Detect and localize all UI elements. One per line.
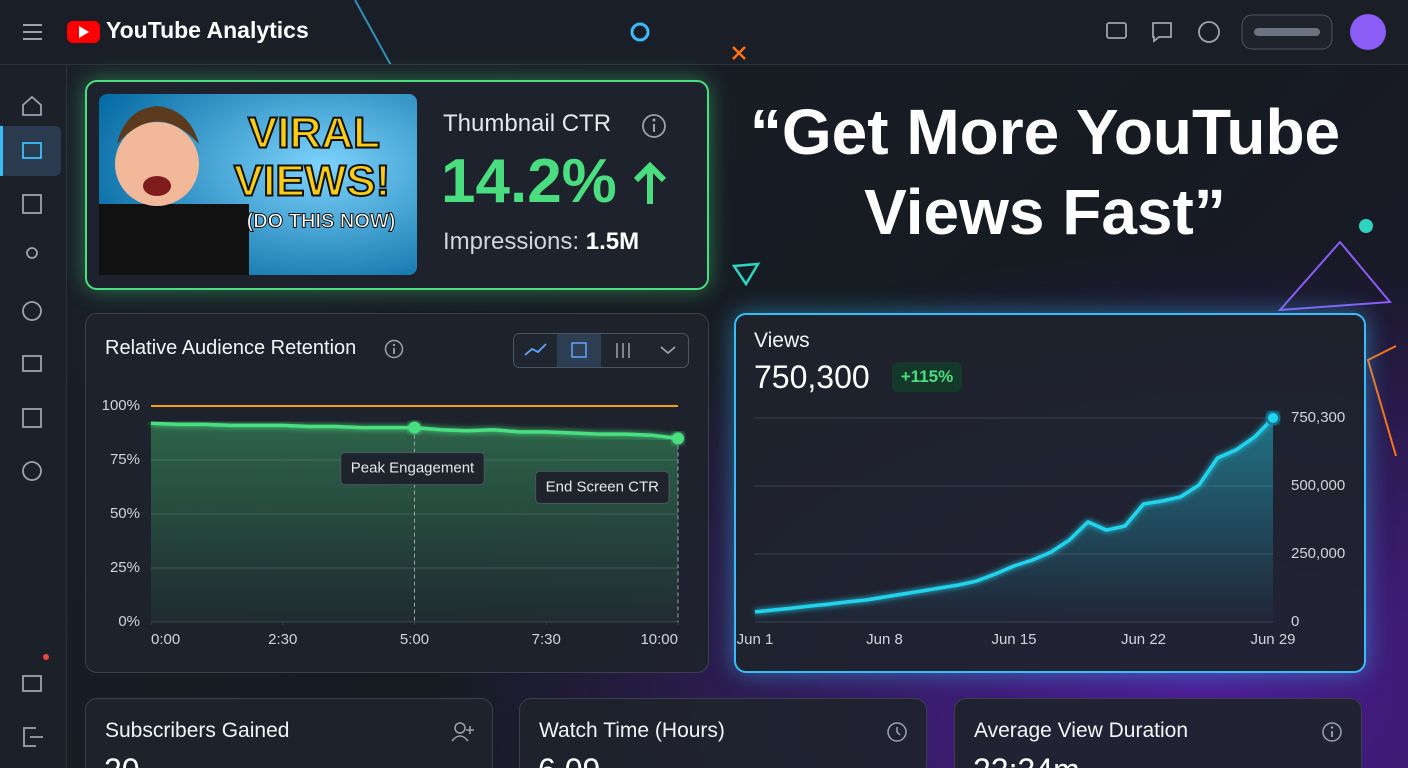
headline-line: “Get More YouTube	[749, 96, 1341, 168]
stat-title: Subscribers Gained	[105, 719, 290, 742]
toggle-bar[interactable]	[557, 334, 601, 367]
nav-reports[interactable]	[22, 408, 42, 428]
headline: “Get More YouTube Views Fast”	[720, 92, 1370, 252]
views-total: 750,300	[754, 359, 870, 395]
nav-exit[interactable]	[23, 727, 43, 747]
sidebar-icons	[0, 95, 61, 747]
report-button[interactable]	[1152, 22, 1172, 43]
add-user-icon[interactable]	[450, 720, 476, 744]
decorations	[731, 219, 1397, 457]
stat-card	[85, 698, 493, 768]
ctr-value: 14.2%	[441, 147, 617, 216]
thumbnail-text: VIRAL	[248, 109, 380, 158]
info-icon[interactable]	[640, 112, 668, 140]
impressions: Impressions: 1.5M	[443, 228, 639, 256]
nav-home[interactable]	[22, 95, 42, 116]
stat-value: 20	[104, 752, 140, 768]
top-bar-icons: YouTube Analytics	[23, 0, 1386, 79]
chart-title: Relative Audience Retention	[105, 337, 357, 359]
nav-content[interactable]	[22, 142, 42, 159]
stat-title: Watch Time (Hours)	[539, 719, 725, 742]
impressions-label: Impressions:	[443, 228, 580, 255]
chart-type-toggle	[513, 333, 689, 368]
headline-line: Views Fast”	[864, 176, 1226, 248]
app-title: YouTube Analytics	[106, 17, 309, 43]
thumbnail-text: VIEWS!	[234, 157, 390, 206]
menu-button[interactable]	[23, 24, 42, 40]
feedback-button[interactable]	[1106, 22, 1127, 39]
nav-library[interactable]	[22, 355, 42, 372]
thumbnail-text: (DO THIS NOW)	[247, 210, 396, 232]
help-button[interactable]	[1198, 21, 1220, 43]
change-badge: +115%	[892, 362, 962, 392]
nav-analytics[interactable]	[22, 194, 42, 214]
stat-title: Average View Duration	[974, 719, 1189, 742]
chart-title: Views	[754, 329, 810, 352]
info-icon[interactable]	[1321, 721, 1343, 743]
info-icon[interactable]	[383, 338, 405, 360]
top-bar: YouTube Analytics	[0, 0, 1408, 79]
stat-value: 6,09	[538, 752, 600, 768]
sidebar	[0, 65, 67, 768]
stat-value: 22:34m	[973, 752, 1080, 768]
toggle-dropdown[interactable]	[660, 346, 676, 355]
decoration-x	[732, 46, 746, 60]
nav-history[interactable]	[22, 301, 42, 321]
impressions-value: 1.5M	[585, 228, 640, 255]
toggle-line[interactable]	[524, 343, 547, 356]
nav-feedback[interactable]	[22, 675, 42, 692]
ctr-label: Thumbnail CTR	[443, 110, 612, 137]
nav-settings[interactable]	[22, 461, 42, 481]
stat-card	[519, 698, 927, 768]
nav-community[interactable]	[26, 247, 38, 259]
clock-icon[interactable]	[886, 721, 908, 743]
up-arrow	[633, 161, 667, 204]
stat-card	[954, 698, 1362, 768]
avatar[interactable]	[1350, 14, 1386, 50]
thumbnail[interactable]: VIRAL VIEWS! (DO THIS NOW)	[99, 94, 417, 275]
